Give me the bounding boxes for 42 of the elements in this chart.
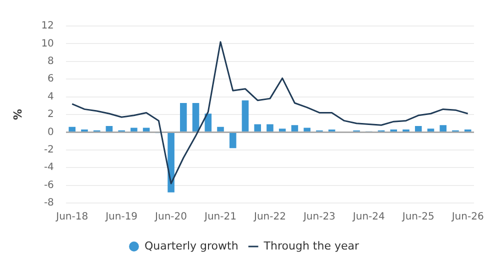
bar [427, 128, 434, 132]
bar [180, 102, 187, 132]
bar [242, 100, 249, 132]
legend-label: Quarterly growth [144, 239, 238, 252]
x-tick-label: Jun-20 [154, 212, 188, 223]
x-tick-label: Jun-21 [204, 212, 236, 223]
y-tick-label: 6 [48, 74, 54, 85]
bar [130, 128, 138, 132]
x-tick-label: Jun-19 [104, 212, 138, 223]
y-tick-label: -2 [44, 144, 54, 156]
bar [142, 128, 150, 132]
bar [278, 128, 286, 132]
y-tick-label: 4 [48, 91, 54, 102]
y-tick-label: -8 [44, 198, 54, 209]
y-tick-label: -6 [44, 180, 54, 191]
bar [254, 124, 262, 132]
y-tick-label: 8 [48, 56, 54, 67]
y-tick-label: 12 [41, 20, 54, 32]
x-tick-label: Jun-23 [302, 212, 336, 223]
bar [291, 125, 298, 132]
x-tick-label: Jun-18 [55, 212, 88, 223]
x-tick-label: Jun-26 [450, 212, 484, 223]
bar [229, 132, 236, 148]
y-tick-label: 10 [41, 38, 54, 50]
bar [68, 126, 76, 132]
y-tick-label: -4 [44, 162, 54, 174]
bar [106, 126, 113, 132]
bar [266, 124, 274, 132]
x-tick-label: Jun-25 [401, 212, 434, 223]
legend-label: Through the year [262, 239, 360, 252]
y-tick-label: 2 [48, 109, 54, 120]
y-tick-label: 0 [48, 126, 54, 138]
bar [192, 102, 200, 132]
bar [204, 114, 212, 132]
x-tick-label: Jun-22 [252, 212, 286, 223]
y-axis-title: % [11, 108, 24, 120]
bar [168, 132, 174, 192]
bar [414, 126, 422, 132]
bar [217, 126, 224, 132]
bar [440, 125, 447, 132]
bar [304, 128, 310, 132]
x-tick-label: Jun-24 [352, 212, 385, 223]
